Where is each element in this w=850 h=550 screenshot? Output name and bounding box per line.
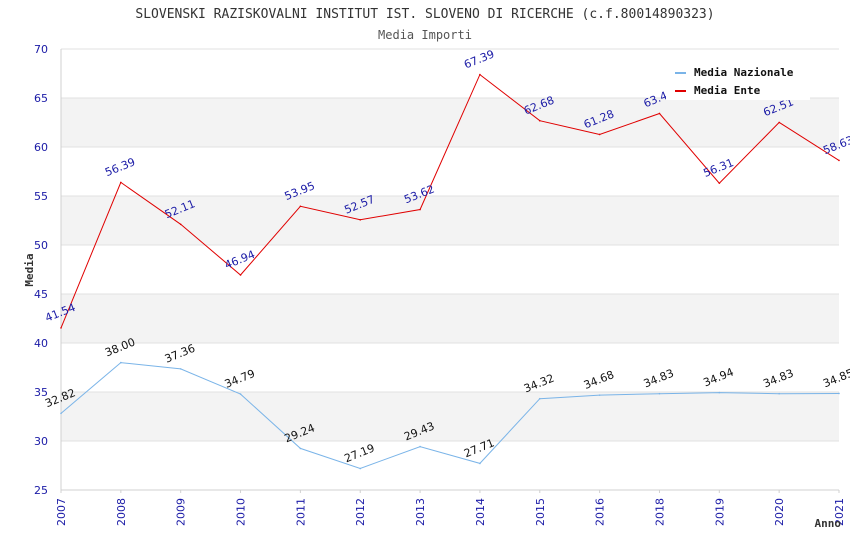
data-label: 34.94 xyxy=(702,366,736,390)
x-tick-label: 2011 xyxy=(294,498,307,526)
y-tick-label: 70 xyxy=(34,43,48,56)
x-tick-label: 2013 xyxy=(414,498,427,526)
grid-band xyxy=(61,392,839,441)
x-tick-label: 2019 xyxy=(713,498,726,526)
data-point xyxy=(419,445,421,448)
data-label: 34.83 xyxy=(761,367,795,391)
data-label: 34.79 xyxy=(223,367,257,391)
y-tick-label: 65 xyxy=(34,92,48,105)
data-label: 46.94 xyxy=(223,248,257,272)
data-label: 34.68 xyxy=(582,368,616,392)
data-label: 67.39 xyxy=(462,48,496,72)
legend-box xyxy=(666,60,810,100)
data-label: 34.83 xyxy=(642,367,676,391)
legend-label: Media Ente xyxy=(694,84,761,97)
data-label: 37.36 xyxy=(163,342,197,366)
data-label: 34.85 xyxy=(821,366,850,390)
x-tick-label: 2010 xyxy=(235,498,248,526)
data-point xyxy=(778,121,780,124)
data-point xyxy=(359,219,362,221)
x-tick-label: 2020 xyxy=(773,498,786,526)
data-point xyxy=(179,223,182,226)
data-point xyxy=(419,208,421,211)
x-tick-label: 2008 xyxy=(115,498,128,526)
x-axis-label: Anno xyxy=(815,517,842,530)
data-point xyxy=(239,393,242,395)
x-tick-label: 2012 xyxy=(354,498,367,526)
data-point xyxy=(778,392,780,395)
series-lines xyxy=(60,73,840,470)
data-point xyxy=(658,392,661,395)
y-axis-label: Media xyxy=(23,253,36,286)
data-point xyxy=(479,73,481,76)
data-point xyxy=(598,133,601,136)
data-point xyxy=(239,274,242,276)
data-label: 27.19 xyxy=(342,441,376,465)
data-point xyxy=(479,462,481,465)
data-point xyxy=(658,112,661,115)
data-point xyxy=(359,467,362,470)
data-label: 56.31 xyxy=(702,156,736,180)
data-point xyxy=(538,119,541,122)
series-media-ente-line xyxy=(60,73,840,329)
chart-title: SLOVENSKI RAZISKOVALNI INSTITUT IST. SLO… xyxy=(135,7,714,22)
data-point xyxy=(838,159,840,162)
grid-bands xyxy=(61,98,839,441)
data-point xyxy=(538,397,541,400)
grid-band xyxy=(61,196,839,245)
y-tick-label: 55 xyxy=(34,190,48,203)
y-tick-label: 30 xyxy=(34,435,48,448)
grid-lines xyxy=(61,48,839,491)
data-point xyxy=(718,391,721,394)
y-tick-label: 35 xyxy=(34,386,48,399)
x-tick-labels: 2007 2008 2009 2010 2011 2012 2013 2014 2015 2016… xyxy=(55,490,846,526)
data-point xyxy=(120,181,122,184)
data-point xyxy=(598,394,601,396)
data-label: 56.39 xyxy=(103,155,137,179)
axes xyxy=(60,49,839,491)
legend-label: Media Nazionale xyxy=(694,66,794,79)
legend: Media Nazionale Media Ente xyxy=(666,60,810,100)
y-tick-label: 60 xyxy=(34,141,48,154)
y-tick-label: 25 xyxy=(34,484,48,497)
grid-band xyxy=(61,98,839,147)
x-tick-label: 2007 xyxy=(55,498,68,526)
data-point xyxy=(299,447,302,450)
grid-band xyxy=(61,294,839,343)
data-point xyxy=(718,182,721,184)
data-point xyxy=(299,205,302,208)
x-tick-label: 2015 xyxy=(534,498,547,526)
x-tick-label: 2018 xyxy=(653,498,666,526)
x-tick-label: 2021 xyxy=(833,498,846,526)
data-point xyxy=(60,327,62,329)
x-tick-label: 2016 xyxy=(594,498,607,526)
y-tick-label: 50 xyxy=(34,239,48,252)
x-tick-label: 2014 xyxy=(474,498,487,526)
data-point xyxy=(179,368,182,370)
y-tick-label: 40 xyxy=(34,337,48,350)
data-point xyxy=(838,392,840,395)
series-media-nazionale-line xyxy=(60,362,840,470)
y-tick-labels: 25 30 35 40 45 50 55 60 65 70 xyxy=(34,43,48,497)
data-point xyxy=(120,361,122,364)
chart-subtitle: Media Importi xyxy=(378,28,472,42)
y-tick-label: 45 xyxy=(34,288,48,301)
data-point xyxy=(60,412,62,415)
x-tick-label: 2009 xyxy=(175,498,188,526)
